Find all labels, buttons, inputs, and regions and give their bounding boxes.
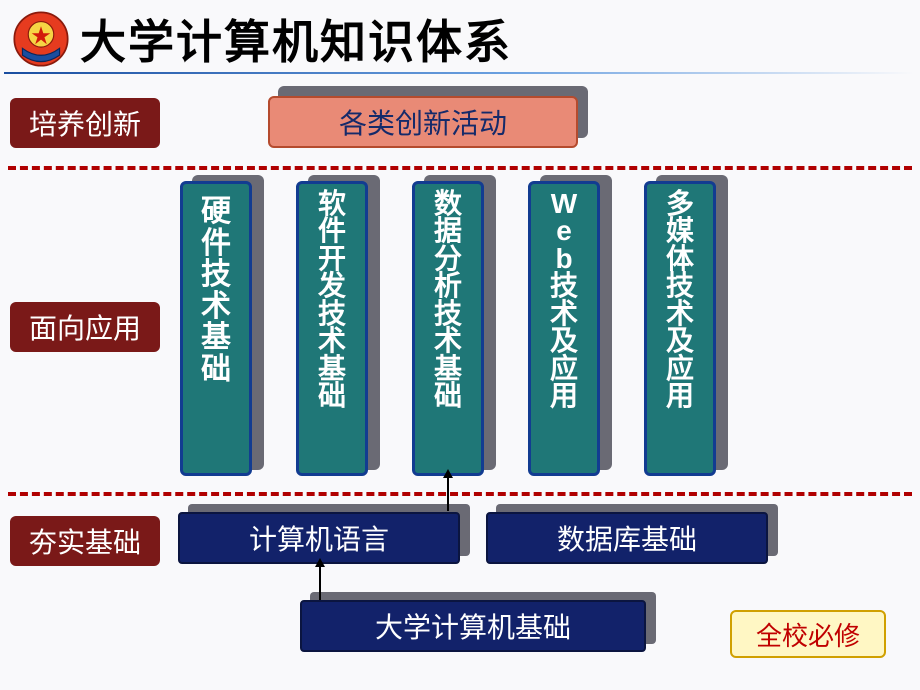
divider-1 — [8, 166, 912, 170]
row-label-application: 面向应用 — [10, 302, 160, 352]
pillar-0: 硬件技术基础 — [180, 181, 252, 476]
slide: 大学计算机知识体系 培养创新面向应用夯实基础 各类创新活动 硬件技术基础软件开发… — [0, 0, 920, 690]
base-box-r1-0: 计算机语言 — [178, 512, 460, 564]
row-label-innovation: 培养创新 — [10, 98, 160, 148]
title-underline — [4, 72, 914, 74]
row-label-foundation: 夯实基础 — [10, 516, 160, 566]
pillar-2: 数据分析技术基础 — [412, 181, 484, 476]
pillar-3: Web技术及应用 — [528, 181, 600, 476]
arrow-1 — [319, 566, 321, 600]
requirement-badge: 全校必修 — [730, 610, 886, 658]
base-box-r1-1: 数据库基础 — [486, 512, 768, 564]
base-box-r2: 大学计算机基础 — [300, 600, 646, 652]
pillar-1: 软件开发技术基础 — [296, 181, 368, 476]
innovation-box: 各类创新活动 — [268, 96, 578, 148]
emblem-icon — [12, 10, 70, 68]
arrow-0 — [447, 477, 449, 511]
page-title: 大学计算机知识体系 — [80, 6, 512, 72]
pillar-4: 多媒体技术及应用 — [644, 181, 716, 476]
divider-2 — [8, 492, 912, 496]
title-row: 大学计算机知识体系 — [12, 6, 910, 72]
